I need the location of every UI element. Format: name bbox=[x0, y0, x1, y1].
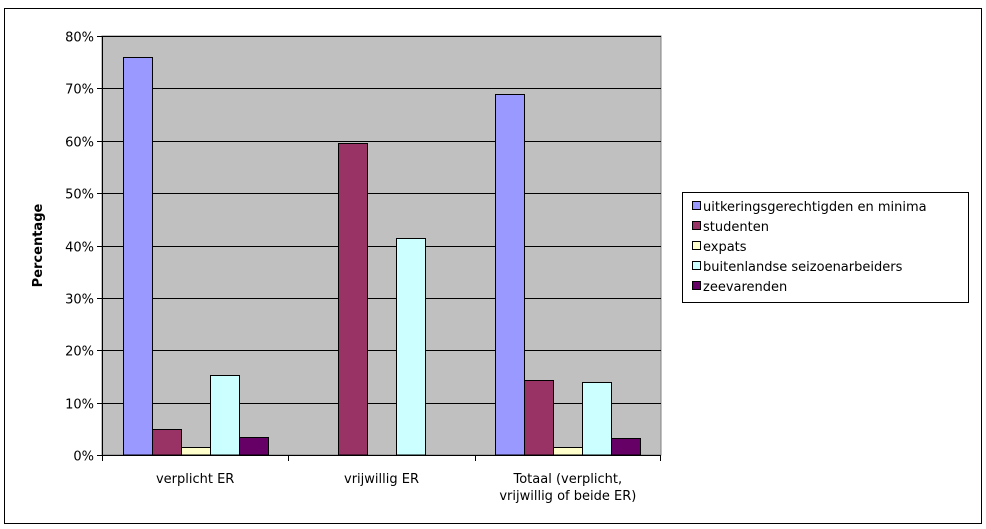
y-tick-label: 20% bbox=[65, 345, 94, 360]
y-tick-label: 10% bbox=[65, 398, 94, 413]
legend-label: buitenlandse seizoenarbeiders bbox=[703, 260, 903, 275]
y-tick-label: 0% bbox=[73, 450, 94, 465]
plot-area bbox=[101, 35, 662, 456]
legend-swatch bbox=[692, 241, 701, 250]
y-tick-label: 70% bbox=[65, 83, 94, 98]
x-tick-label: vrijwillig of beide ER) bbox=[499, 489, 636, 504]
bar bbox=[396, 238, 426, 456]
legend-swatch bbox=[692, 221, 701, 230]
legend-swatch bbox=[692, 261, 701, 270]
y-tick-label: 50% bbox=[65, 188, 94, 203]
y-tick-label: 60% bbox=[65, 136, 94, 151]
legend-label: expats bbox=[703, 240, 747, 255]
bar bbox=[582, 382, 612, 456]
bar bbox=[239, 437, 269, 456]
bar bbox=[495, 94, 525, 456]
bar bbox=[152, 429, 182, 456]
legend bbox=[682, 192, 969, 303]
bar bbox=[210, 375, 240, 456]
y-tick-label: 40% bbox=[65, 241, 94, 256]
bar bbox=[123, 57, 153, 456]
y-tick-label: 80% bbox=[65, 31, 94, 46]
bar bbox=[524, 380, 554, 456]
y-tick-label: 30% bbox=[65, 293, 94, 308]
legend-label: studenten bbox=[703, 220, 769, 235]
x-tick-label: Totaal (verplicht, bbox=[512, 472, 622, 487]
bar bbox=[553, 447, 583, 456]
y-axis-title: Percentage bbox=[31, 204, 46, 288]
x-tick-label: verplicht ER bbox=[156, 472, 234, 487]
legend-label: zeevarenden bbox=[703, 280, 787, 295]
legend-label: uitkeringsgerechtigden en minima bbox=[703, 200, 927, 215]
legend-swatch bbox=[692, 281, 701, 290]
bar bbox=[338, 143, 368, 456]
x-tick-label: vrijwillig ER bbox=[344, 472, 419, 487]
legend-swatch bbox=[692, 201, 701, 210]
bar bbox=[611, 438, 641, 456]
bar bbox=[181, 447, 211, 456]
